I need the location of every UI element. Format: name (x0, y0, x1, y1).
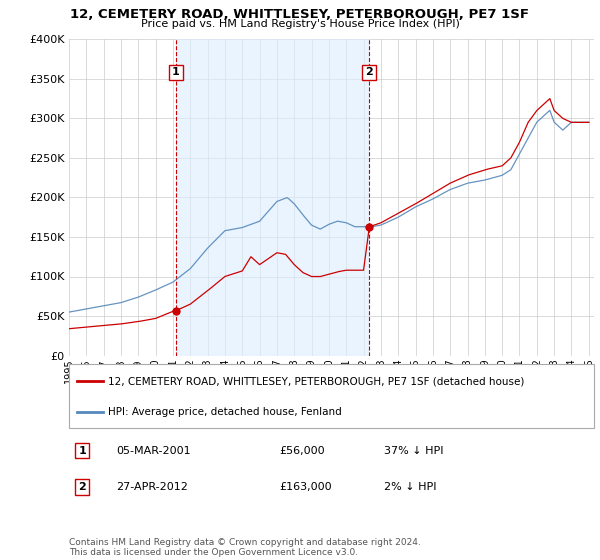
Text: Price paid vs. HM Land Registry's House Price Index (HPI): Price paid vs. HM Land Registry's House … (140, 19, 460, 29)
Text: 05-MAR-2001: 05-MAR-2001 (116, 446, 191, 456)
Text: 2: 2 (78, 482, 86, 492)
Text: Contains HM Land Registry data © Crown copyright and database right 2024.
This d: Contains HM Land Registry data © Crown c… (69, 538, 421, 557)
FancyBboxPatch shape (69, 364, 594, 428)
Text: HPI: Average price, detached house, Fenland: HPI: Average price, detached house, Fenl… (109, 407, 342, 417)
Text: 2: 2 (365, 67, 373, 77)
Text: 1: 1 (78, 446, 86, 456)
Text: 1: 1 (172, 67, 180, 77)
Text: 27-APR-2012: 27-APR-2012 (116, 482, 188, 492)
Bar (176, 39, 369, 356)
Text: 2% ↓ HPI: 2% ↓ HPI (384, 482, 437, 492)
Text: £163,000: £163,000 (279, 482, 332, 492)
Text: 12, CEMETERY ROAD, WHITTLESEY, PETERBOROUGH, PE7 1SF: 12, CEMETERY ROAD, WHITTLESEY, PETERBORO… (71, 8, 530, 21)
Text: £56,000: £56,000 (279, 446, 325, 456)
Text: 37% ↓ HPI: 37% ↓ HPI (384, 446, 443, 456)
Text: 12, CEMETERY ROAD, WHITTLESEY, PETERBOROUGH, PE7 1SF (detached house): 12, CEMETERY ROAD, WHITTLESEY, PETERBORO… (109, 376, 525, 386)
